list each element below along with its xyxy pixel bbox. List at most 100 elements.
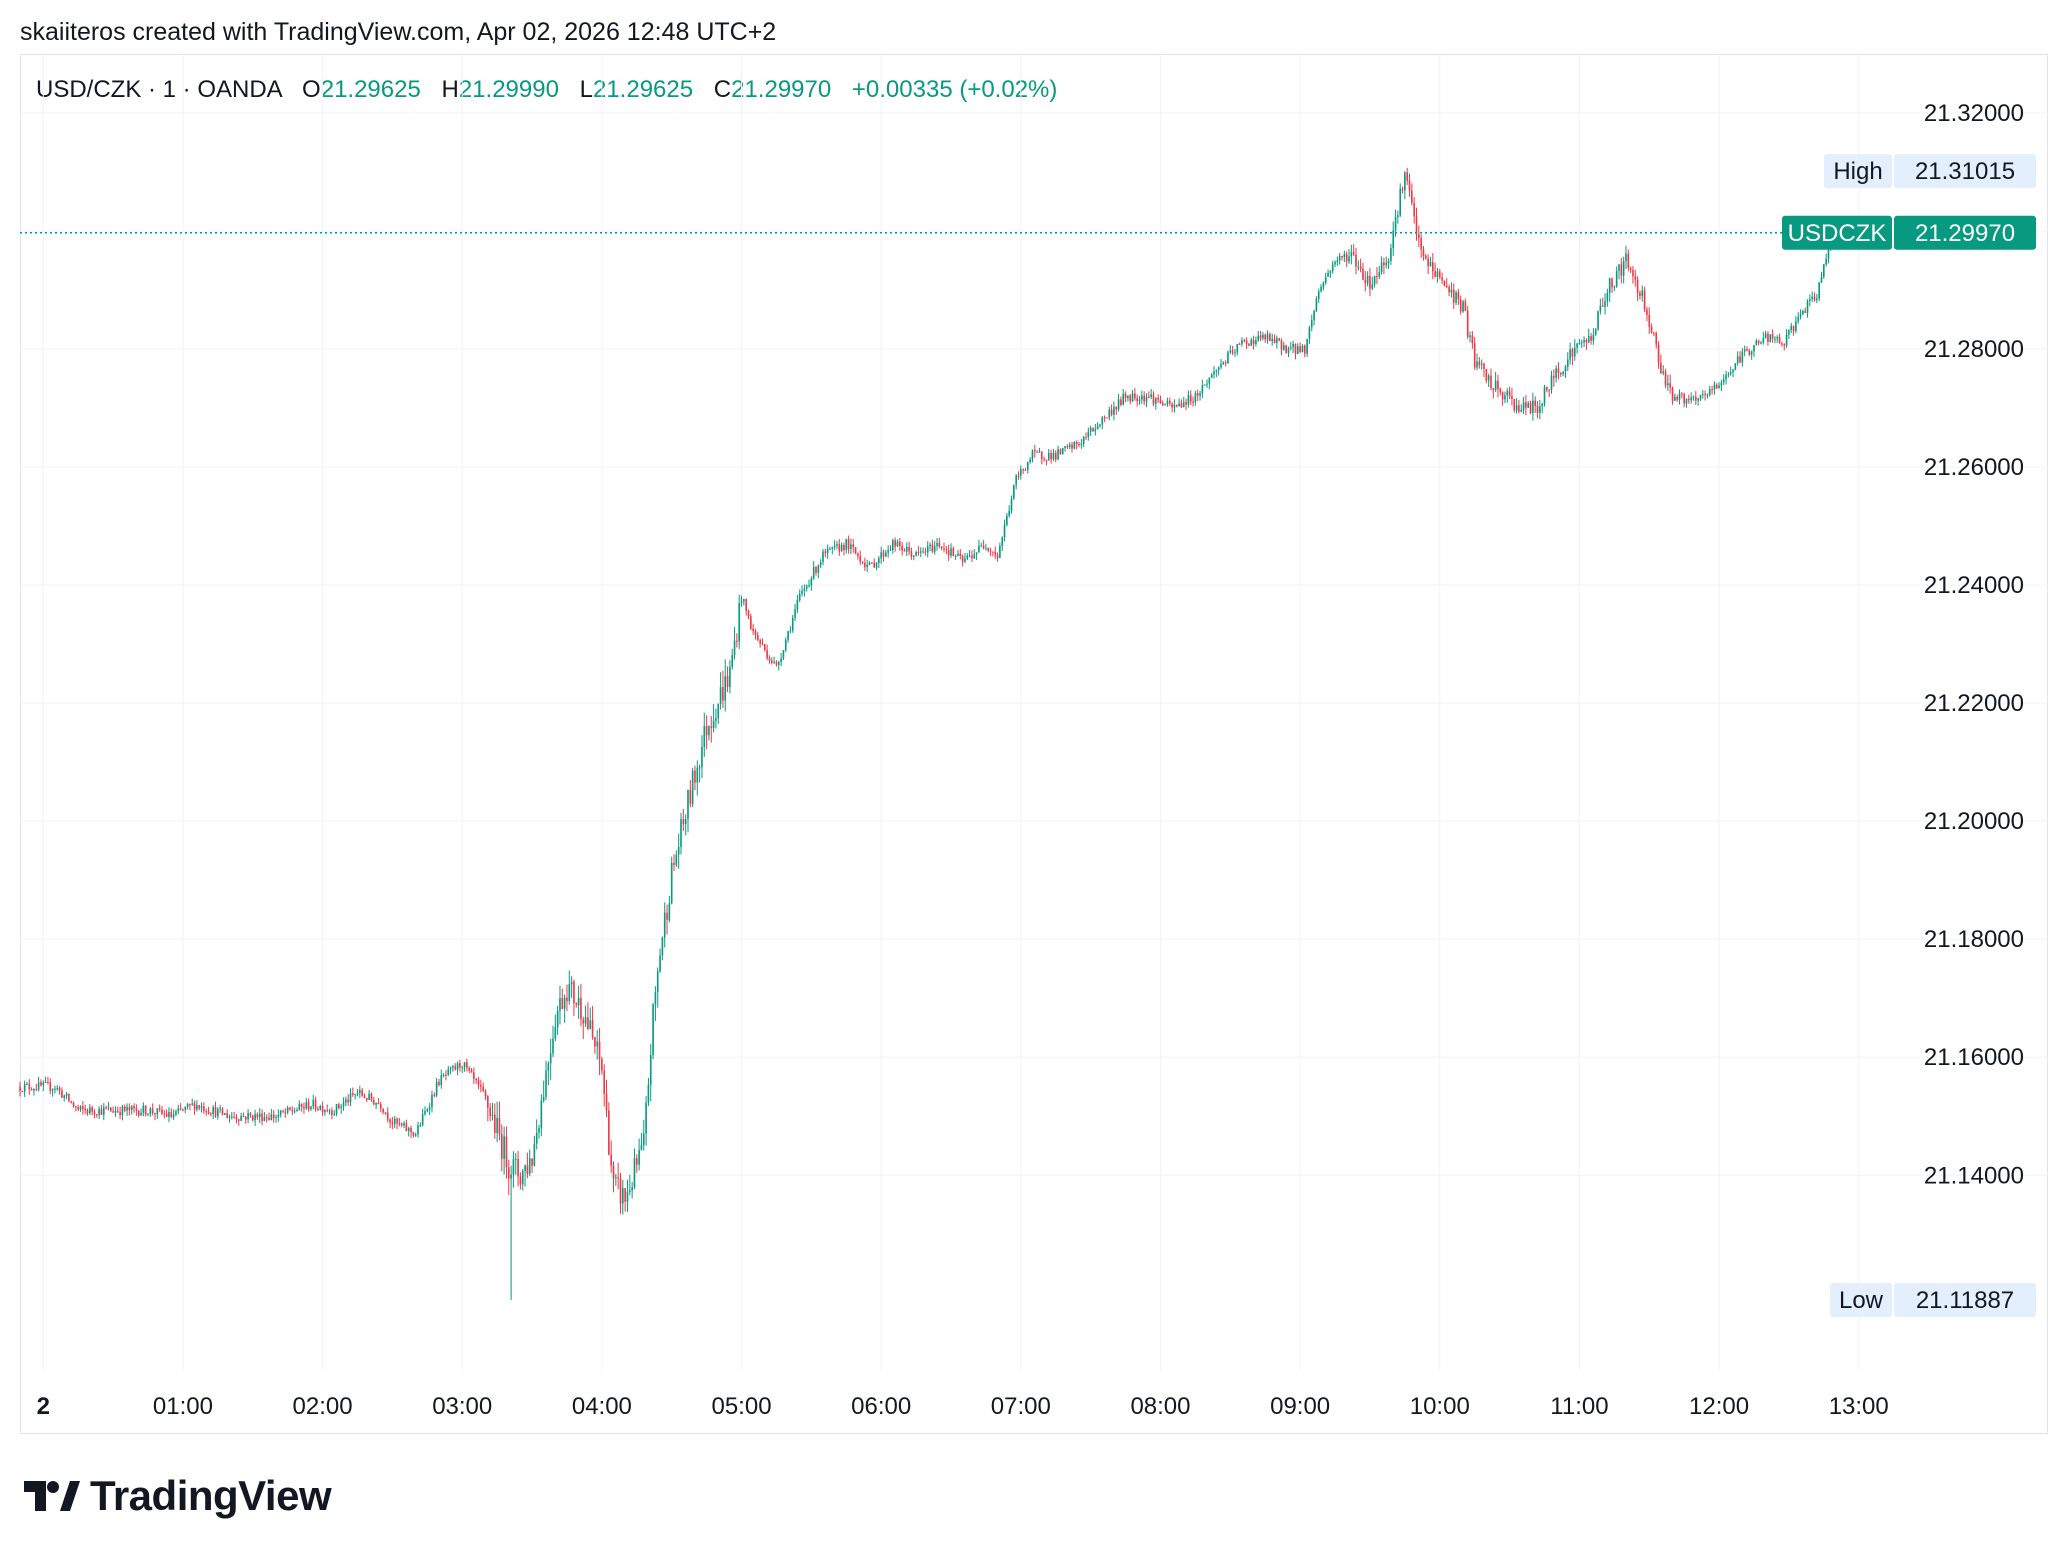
candle-body <box>1334 262 1336 265</box>
candle-body <box>684 818 687 824</box>
candle-body <box>1362 268 1364 280</box>
candle-body <box>1087 431 1090 437</box>
candle-body <box>1704 394 1706 396</box>
candle-body <box>1231 350 1234 354</box>
candle-body <box>28 1083 31 1090</box>
candle-body <box>901 545 903 551</box>
candle-body <box>1129 395 1132 402</box>
candle-body <box>766 650 768 659</box>
candle-body <box>1264 334 1267 340</box>
candle-body <box>310 1106 312 1110</box>
candle-body <box>1462 301 1464 312</box>
candle-body <box>219 1108 221 1110</box>
candle-body <box>182 1109 184 1111</box>
candle-body <box>433 1094 436 1096</box>
candle-body <box>1741 351 1744 363</box>
candle-body <box>1725 374 1727 380</box>
candle-body <box>340 1106 343 1109</box>
candle-body <box>519 1176 522 1185</box>
candle-body <box>738 603 741 642</box>
candle-body <box>1564 366 1567 372</box>
price-tick-label: 21.32000 <box>1924 100 2024 127</box>
candle-body <box>93 1111 96 1115</box>
candle-body <box>1143 395 1145 402</box>
candle-body <box>233 1116 235 1118</box>
candle-body <box>566 997 568 1002</box>
candle-body <box>359 1090 361 1094</box>
candle-body <box>950 548 952 556</box>
candle-body <box>1692 396 1695 398</box>
candle-body <box>445 1074 447 1076</box>
candle-body <box>1085 436 1087 438</box>
candle-body <box>1418 234 1420 239</box>
candle-body <box>503 1136 505 1159</box>
candle-body <box>659 955 661 972</box>
candle-body <box>889 549 892 551</box>
candle-body <box>95 1114 98 1116</box>
candle-body <box>654 992 657 1005</box>
candle-body <box>710 726 713 728</box>
candle-body <box>1494 380 1497 390</box>
candle-body <box>736 640 738 642</box>
candle-body <box>703 726 706 748</box>
candle-body <box>47 1082 49 1084</box>
candle-body <box>393 1118 396 1125</box>
candle-body <box>1520 409 1523 412</box>
candle-body <box>1522 402 1525 410</box>
candle-body <box>1331 264 1334 271</box>
candle-body <box>1292 343 1294 348</box>
candle-body <box>1699 395 1702 399</box>
candle-body <box>1390 248 1392 261</box>
candle-body <box>1064 446 1066 448</box>
candle-body <box>1457 292 1460 300</box>
legend-symbol[interactable]: USD/CZK · 1 · OANDA <box>36 76 282 103</box>
candle-body <box>1108 409 1111 418</box>
candle-body <box>1103 417 1106 419</box>
candle-body <box>1376 276 1378 278</box>
candle-body <box>254 1114 256 1121</box>
candle-body <box>1050 452 1052 460</box>
candle-body <box>379 1104 382 1109</box>
candle-body <box>21 1090 24 1092</box>
candle-body <box>878 558 880 563</box>
candle-body <box>826 548 829 554</box>
candle-body <box>1243 340 1246 342</box>
candle-body <box>1236 343 1239 353</box>
candle-body <box>954 555 957 557</box>
candle-body <box>1776 336 1779 339</box>
candle-body <box>601 1058 603 1071</box>
candle-body <box>1483 363 1485 370</box>
candle-body <box>193 1103 196 1110</box>
candle-body <box>985 547 987 549</box>
candle-body <box>268 1117 270 1121</box>
candle-body <box>303 1106 305 1109</box>
candle-body <box>214 1107 217 1117</box>
candle-body <box>414 1134 417 1136</box>
candle-body <box>461 1067 464 1069</box>
candle-body <box>943 548 945 550</box>
candle-body <box>1182 402 1185 408</box>
candle-body <box>582 1019 585 1024</box>
candle-body <box>1066 446 1069 448</box>
candle-body <box>1290 347 1292 349</box>
candle-body <box>810 578 813 586</box>
candle-body <box>293 1111 296 1113</box>
candle-body <box>722 687 724 701</box>
candle-body <box>1006 515 1008 525</box>
candle-body <box>885 552 887 557</box>
candle-body <box>524 1165 526 1172</box>
candle-body <box>1436 271 1439 277</box>
candle-body <box>1313 310 1315 321</box>
candle-body <box>1767 333 1769 343</box>
candle-body <box>910 551 913 557</box>
price-tick-label: 21.22000 <box>1924 690 2024 717</box>
candle-body <box>1671 387 1674 401</box>
candle-body <box>1629 267 1632 270</box>
price-tick-label: 21.28000 <box>1924 336 2024 363</box>
candle-body <box>864 562 866 568</box>
candle-body <box>775 661 778 665</box>
candle-body <box>514 1159 517 1161</box>
candle-body <box>356 1093 359 1095</box>
candle-body <box>1134 393 1136 399</box>
